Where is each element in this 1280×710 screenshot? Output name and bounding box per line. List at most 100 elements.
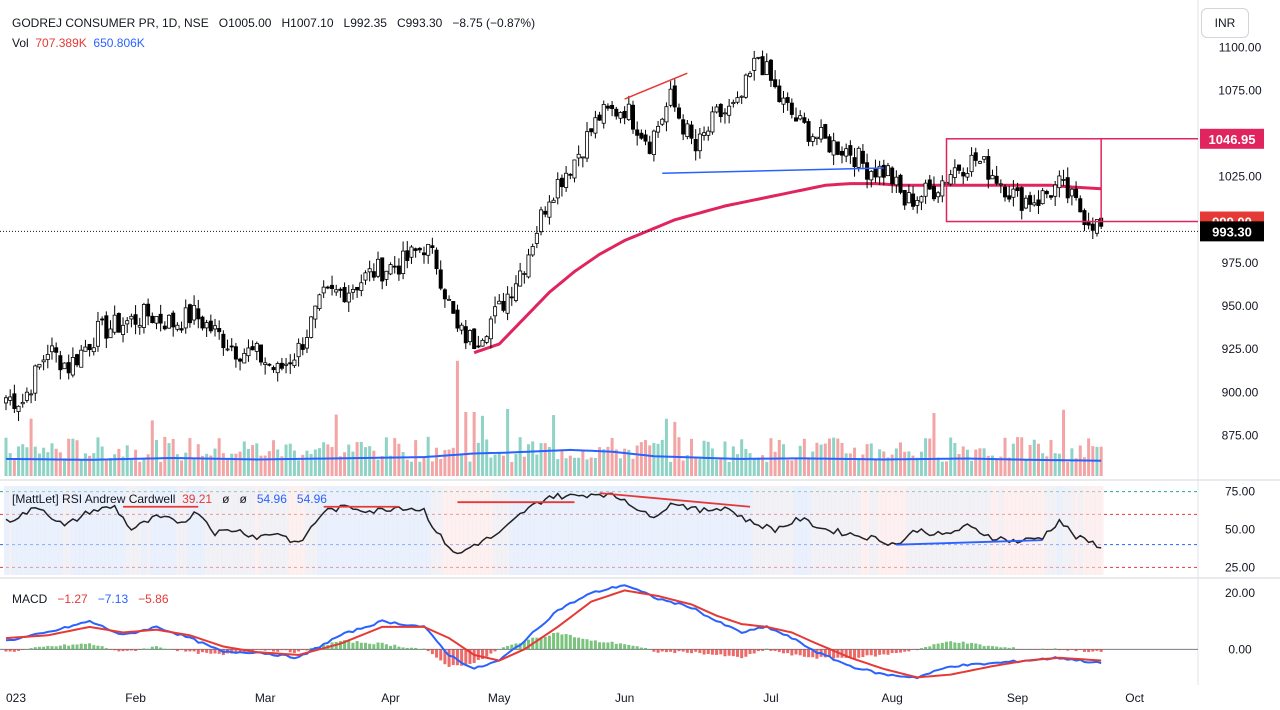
- volume-bar: [167, 443, 171, 476]
- candle-body: [873, 168, 878, 178]
- rsi-shade-column: [844, 486, 849, 575]
- rsi-shade-column: [413, 486, 419, 575]
- macd-hist-bar: [827, 649, 831, 657]
- candle-body: [635, 129, 640, 136]
- macd-tick-label: 20.00: [1225, 586, 1255, 600]
- volume-bar: [326, 444, 330, 476]
- rsi-shade-column: [1015, 486, 1020, 575]
- volume-bar: [924, 438, 928, 476]
- candle-body: [919, 196, 924, 203]
- candle-body: [1028, 195, 1033, 205]
- candle-body: [371, 271, 376, 278]
- macd-hist-bar: [272, 649, 276, 652]
- rsi-shade-column: [1094, 486, 1100, 575]
- rsi-shade-column: [701, 486, 707, 575]
- volume-header: Vol 707.389K 650.806K: [12, 36, 145, 50]
- candle-body: [217, 328, 222, 333]
- macd-hist-bar: [397, 646, 401, 650]
- candle-body: [676, 107, 681, 119]
- rsi-shade-column: [685, 486, 690, 575]
- macd-hist-bar: [405, 647, 409, 650]
- volume-bar: [886, 457, 890, 476]
- volume-bar: [21, 444, 25, 476]
- rsi-shade-column: [1040, 486, 1046, 575]
- macd-hist-bar: [150, 646, 154, 650]
- candle-body: [346, 292, 351, 303]
- macd-hist-bar: [694, 649, 698, 652]
- macd-hist-bar: [656, 649, 660, 653]
- candle-body: [927, 179, 932, 190]
- volume-bar: [736, 454, 739, 476]
- candle-body: [672, 85, 677, 108]
- volume-bar: [351, 451, 355, 476]
- volume-bar: [481, 415, 485, 476]
- candle-body: [459, 324, 464, 331]
- candle-body: [915, 199, 920, 206]
- candle-body: [129, 315, 134, 320]
- candle-body: [221, 333, 226, 349]
- rsi-shade-column: [681, 486, 686, 575]
- macd-hist-bar: [869, 649, 873, 656]
- volume-bar: [17, 446, 21, 476]
- candle-body: [359, 282, 364, 291]
- macd-hist-bar: [957, 642, 961, 650]
- candle-body: [175, 324, 180, 330]
- macd-hist-bar: [1070, 649, 1074, 650]
- volume-bar: [698, 458, 702, 476]
- macd-hist-bar: [439, 649, 443, 661]
- volume-bar: [564, 458, 568, 476]
- macd-hist-bar: [92, 645, 96, 650]
- macd-hist-bar: [664, 649, 668, 653]
- candle-body: [279, 362, 284, 369]
- rsi-shade-column: [150, 486, 155, 575]
- candle-body: [342, 287, 347, 303]
- candle-body: [200, 316, 205, 329]
- rsi-shade-column: [538, 486, 544, 575]
- rsi-tick-label: 50.00: [1225, 523, 1255, 537]
- macd-hist-bar: [719, 649, 723, 655]
- rsi-shade-column: [70, 486, 76, 575]
- candle-body: [994, 175, 999, 184]
- candle-body: [681, 119, 686, 135]
- currency-button[interactable]: INR: [1201, 8, 1249, 38]
- macd-hist-bar: [535, 637, 539, 650]
- volume-bar: [347, 444, 351, 476]
- macd-hist-bar: [974, 643, 978, 650]
- resistance-price-tag-bg: [1200, 128, 1264, 149]
- price-trendline: [662, 167, 884, 174]
- rsi-shade-column: [1061, 486, 1066, 575]
- rsi-shade-column: [580, 486, 586, 575]
- macd-hist-bar: [117, 649, 121, 652]
- rsi-shade-column: [116, 486, 122, 575]
- macd-hist-bar: [430, 649, 434, 655]
- rsi-shade-column: [375, 486, 381, 575]
- rsi-shade-column: [321, 486, 327, 575]
- macd-hist-bar: [518, 643, 522, 650]
- rsi-shade-column: [300, 486, 306, 575]
- macd-hist-bar: [83, 644, 87, 650]
- macd-hist-bar: [1099, 649, 1103, 652]
- volume-bar: [928, 438, 932, 476]
- vol-label: Vol: [12, 36, 29, 50]
- candle-body: [447, 298, 452, 301]
- rsi-shade-column: [91, 486, 97, 575]
- candle-body: [802, 117, 807, 123]
- volume-bar: [790, 460, 794, 476]
- macd-hist-bar: [146, 648, 150, 650]
- candle-body: [844, 148, 849, 157]
- macd-hist-bar: [1082, 649, 1086, 652]
- macd-hist-bar: [163, 648, 167, 650]
- rsi-shade-column: [651, 486, 657, 575]
- macd-hist-bar: [292, 649, 296, 653]
- candle-body: [559, 177, 564, 188]
- price-tick-label: 875.00: [1222, 428, 1259, 442]
- macd-hist-bar: [990, 646, 994, 650]
- candle-body: [401, 250, 406, 274]
- rsi-shade-column: [334, 486, 339, 575]
- macd-hist-bar: [1053, 648, 1057, 650]
- candle-body: [233, 346, 238, 360]
- macd-hist-bar: [309, 647, 313, 650]
- candle-body: [426, 243, 431, 256]
- close-value: 993.30: [405, 16, 443, 30]
